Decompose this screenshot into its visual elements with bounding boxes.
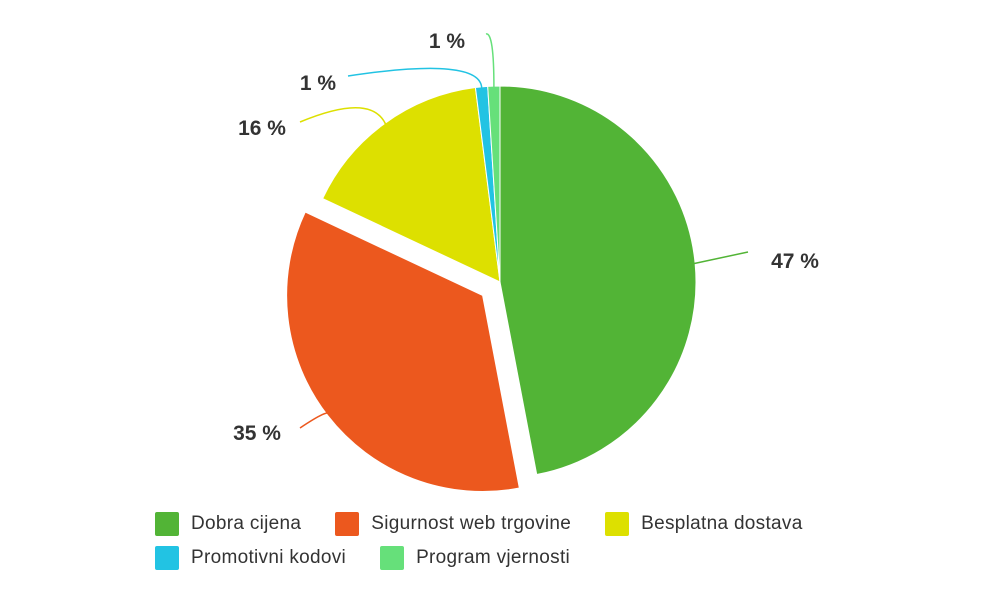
legend-item-besplatna-dostava[interactable]: Besplatna dostava xyxy=(605,512,802,536)
label-connector xyxy=(347,67,483,89)
legend-swatch xyxy=(155,512,179,536)
data-label: 47 % xyxy=(771,250,819,273)
legend-label: Promotivni kodovi xyxy=(191,547,347,568)
legend-label: Besplatna dostava xyxy=(641,513,803,534)
label-connector xyxy=(299,107,387,126)
data-label: 1 % xyxy=(300,72,337,95)
pie-slices xyxy=(286,85,697,492)
pie-slice-sigurnost-web-trgovine[interactable] xyxy=(286,211,520,492)
legend-item-dobra-cijena[interactable]: Dobra cijena xyxy=(155,512,301,536)
data-labels: 47 % 35 % 16 % 1 % 1 % xyxy=(233,30,819,445)
label-connector xyxy=(299,412,331,429)
data-label: 1 % xyxy=(429,30,466,53)
legend-swatch xyxy=(380,546,405,570)
legend-item-sigurnost-web-trgovine[interactable]: Sigurnost web trgovine xyxy=(335,512,571,536)
label-connectors xyxy=(299,33,749,429)
label-connector xyxy=(485,33,495,89)
data-label: 16 % xyxy=(238,117,286,140)
pie-slice-dobra-cijena[interactable] xyxy=(499,85,697,476)
legend-swatch xyxy=(155,546,179,570)
pie-chart: 47 % 35 % 16 % 1 % 1 % xyxy=(233,30,819,492)
data-label: 35 % xyxy=(233,422,281,445)
legend-label: Sigurnost web trgovine xyxy=(371,513,572,534)
legend-swatch xyxy=(335,512,360,536)
legend-label: Program vjernosti xyxy=(416,547,571,568)
legend-label: Dobra cijena xyxy=(191,513,302,534)
legend-item-promotivni-kodovi[interactable]: Promotivni kodovi xyxy=(155,546,346,570)
legend-item-program-vjernosti[interactable]: Program vjernosti xyxy=(380,546,570,570)
legend-swatch xyxy=(605,512,630,536)
label-connector xyxy=(692,251,749,265)
chart-legend: Dobra cijena Sigurnost web trgovine Besp… xyxy=(0,512,1000,592)
